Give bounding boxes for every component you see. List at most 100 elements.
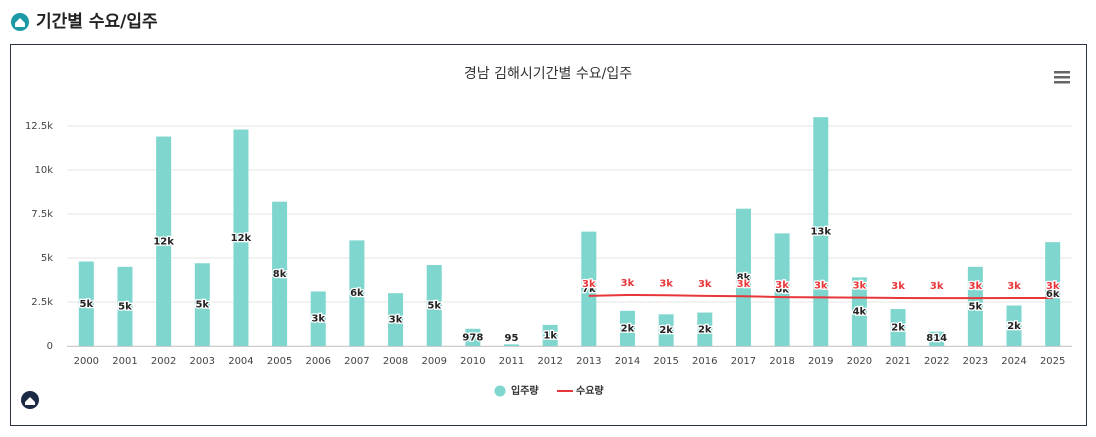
x-tick-label: 2019 [808, 356, 833, 367]
bar-value-label: 6k [350, 288, 364, 299]
bar-value-label: 95 [505, 333, 519, 344]
x-tick-label: 2017 [731, 356, 756, 367]
bar-value-label: 5k [80, 299, 94, 310]
legend-label: 수요량 [576, 385, 604, 397]
chart-card [10, 44, 1087, 426]
menu-button[interactable] [1054, 71, 1070, 84]
bar [619, 310, 635, 346]
bar-value-label: 5k [969, 301, 983, 312]
x-tick-label: 2021 [885, 356, 910, 367]
bar [890, 309, 906, 346]
line-value-label: 3k [582, 279, 596, 290]
bar-value-label: 2k [659, 325, 673, 336]
y-tick-label: 5k [41, 253, 53, 264]
bar-value-label: 3k [389, 315, 403, 326]
x-tick-label: 2024 [1001, 356, 1026, 367]
bar-value-label: 814 [926, 333, 947, 344]
x-tick-label: 2011 [499, 356, 524, 367]
line-value-label: 3k [621, 278, 635, 289]
x-tick-label: 2006 [306, 356, 331, 367]
y-tick-label: 10k [34, 165, 53, 176]
bar [233, 129, 249, 346]
bar-value-label: 5k [195, 300, 209, 311]
x-tick-label: 2001 [112, 356, 137, 367]
x-tick-label: 2025 [1040, 356, 1065, 367]
x-tick-label: 2007 [344, 356, 369, 367]
bar [1045, 242, 1061, 346]
menu-bar[interactable] [1054, 81, 1070, 84]
line-value-label: 3k [698, 279, 712, 290]
x-tick-label: 2009 [421, 356, 446, 367]
bar [542, 324, 558, 346]
bar-value-label: 7k [582, 284, 596, 295]
bar [117, 266, 133, 346]
x-tick-label: 2003 [190, 356, 215, 367]
line-value-label: 3k [930, 281, 944, 292]
line-value-label: 3k [775, 280, 789, 291]
bar [272, 201, 288, 346]
y-tick-label: 2.5k [31, 297, 53, 308]
x-tick-label: 2000 [74, 356, 99, 367]
bar [851, 277, 867, 346]
bar [929, 331, 945, 346]
menu-bar[interactable] [1054, 76, 1070, 79]
bar [156, 136, 172, 346]
line-value-label: 3k [969, 281, 983, 292]
bar-value-label: 2k [1007, 321, 1021, 332]
bar [1006, 305, 1022, 346]
bar-value-label: 12k [153, 236, 174, 247]
y-tick-label: 12.5k [25, 121, 53, 132]
bar-value-label: 4k [853, 307, 867, 318]
bar-value-label: 2k [891, 323, 905, 334]
bar [697, 312, 713, 346]
bar-value-label: 2k [621, 323, 635, 334]
menu-bar[interactable] [1054, 71, 1070, 74]
bar [658, 314, 674, 346]
bar [735, 208, 751, 346]
x-tick-label: 2015 [653, 356, 678, 367]
bar-value-label: 1k [543, 330, 557, 341]
line-value-label: 3k [853, 281, 867, 292]
bar-value-label: 5k [427, 301, 441, 312]
line-value-label: 3k [1007, 281, 1021, 292]
line-value-label: 3k [814, 280, 828, 291]
chart-title: 경남 김해시기간별 수요/입주 [464, 66, 632, 82]
footer-icon-house [25, 397, 35, 405]
bar [194, 263, 210, 346]
bar [349, 240, 365, 346]
x-tick-label: 2020 [847, 356, 872, 367]
legend-swatch [494, 385, 506, 397]
bar-value-label: 12k [231, 233, 252, 244]
header-icon-house [15, 18, 25, 27]
x-tick-label: 2012 [537, 356, 562, 367]
x-tick-label: 2010 [460, 356, 485, 367]
x-tick-label: 2016 [692, 356, 717, 367]
line-value-label: 3k [659, 278, 673, 289]
bar [426, 265, 442, 346]
bar-value-label: 8k [273, 269, 287, 280]
bar-value-label: 8k [737, 272, 751, 283]
line [588, 293, 1053, 300]
bar [581, 231, 597, 346]
bar-value-label: 2k [698, 324, 712, 335]
y-tick-label: 7.5k [31, 209, 53, 220]
x-tick-label: 2022 [924, 356, 949, 367]
bar [774, 233, 790, 346]
legend-label: 입주량 [511, 384, 539, 397]
line-value-label: 3k [1046, 281, 1060, 292]
x-tick-label: 2014 [615, 356, 640, 367]
bar-value-label: 5k [118, 301, 132, 312]
line-value-label: 3k [891, 281, 905, 292]
line-value-label: 3k [737, 279, 751, 290]
bar-value-label: 13k [810, 227, 831, 238]
x-tick-label: 2018 [769, 356, 794, 367]
bar-value-label: 3k [311, 314, 325, 325]
bar [465, 328, 481, 346]
bar [504, 344, 520, 346]
x-tick-label: 2023 [963, 356, 988, 367]
x-tick-label: 2008 [383, 356, 408, 367]
y-tick-label: 0 [47, 341, 53, 352]
x-tick-label: 2002 [151, 356, 176, 367]
